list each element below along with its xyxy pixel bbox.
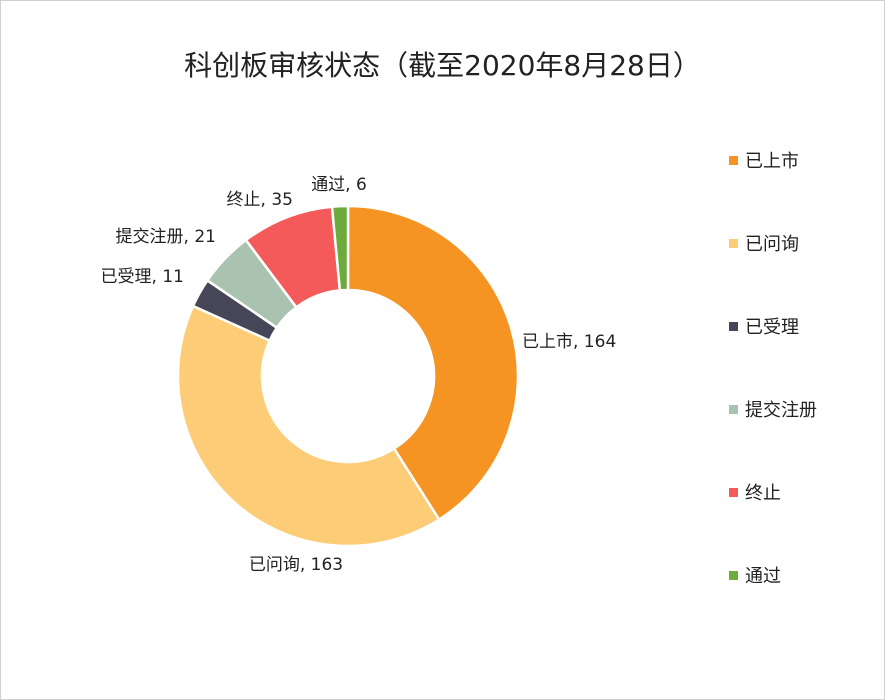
slice-6 — [330, 204, 350, 292]
legend-swatch — [729, 238, 738, 248]
legend-swatch — [729, 570, 738, 580]
chart-title: 科创板审核状态（截至2020年8月28日） — [184, 49, 701, 82]
slice-1 — [346, 204, 520, 522]
legend-item-1: 已上市 — [729, 148, 799, 172]
legend-swatch — [729, 404, 738, 414]
legend-label: 通过 — [745, 566, 781, 587]
data-label-3: 已受理, 11 — [101, 267, 184, 287]
slice-2 — [176, 304, 441, 548]
legend-label: 已上市 — [745, 151, 799, 172]
legend-label: 已受理 — [745, 317, 799, 338]
data-label-5: 终止, 35 — [227, 190, 293, 210]
legend-swatch — [729, 487, 738, 497]
data-label-1: 已上市, 164 — [522, 332, 616, 352]
legend-item-6: 通过 — [729, 563, 781, 587]
legend-item-5: 终止 — [729, 480, 781, 504]
legend-item-2: 已问询 — [729, 231, 799, 255]
legend-label: 已问询 — [745, 234, 799, 255]
legend-swatch — [729, 155, 738, 165]
data-label-2: 已问询, 163 — [249, 555, 343, 575]
legend-item-4: 提交注册 — [729, 397, 817, 421]
legend-label: 终止 — [745, 483, 781, 504]
legend-label: 提交注册 — [745, 400, 817, 421]
legend-swatch — [729, 321, 738, 331]
data-label-6: 通过, 6 — [311, 175, 367, 195]
data-label-4: 提交注册, 21 — [116, 227, 216, 247]
legend-item-3: 已受理 — [729, 314, 799, 338]
